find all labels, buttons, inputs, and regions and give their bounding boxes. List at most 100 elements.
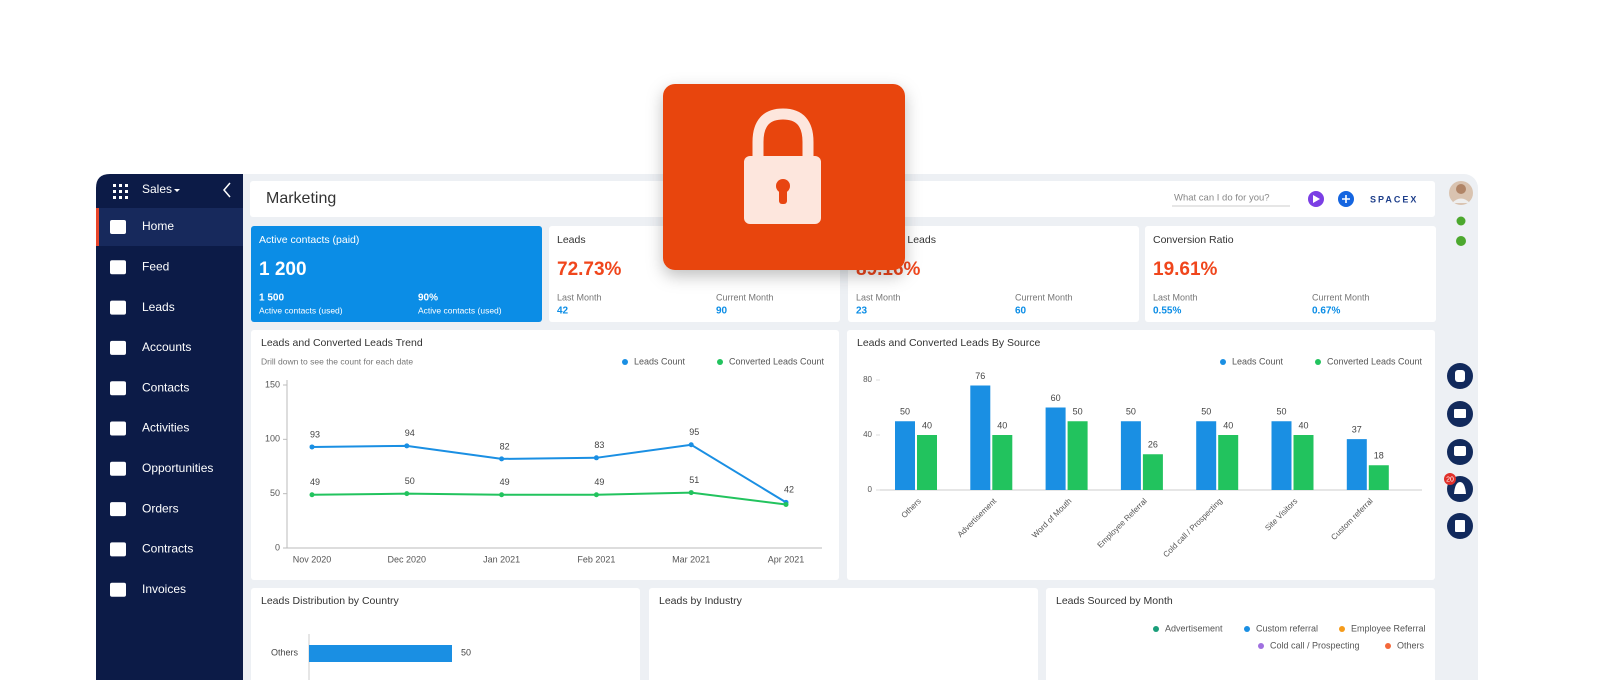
y-tick-label: Others [271,647,299,657]
nav-item[interactable]: Orders [142,501,179,515]
data-label: 26 [1148,440,1158,450]
legend-marker [622,359,628,365]
content: Home Feed Leads Accounts Contacts Activities O… [110,219,1436,680]
nav-item[interactable]: Feed [142,259,169,273]
data-point [688,490,694,496]
bar [1196,421,1217,490]
nav-active-bar [96,208,99,246]
nav-item[interactable]: Opportunities [142,461,213,475]
nav-icon [110,340,126,355]
lock-shackle [752,108,814,158]
bar [1142,454,1163,490]
y-tick-label: 100 [265,434,280,444]
data-label: 76 [975,371,985,381]
side-actions [1447,363,1473,539]
data-label: 49 [594,477,604,487]
kpi-card [1145,226,1436,322]
legend-item[interactable]: Employee Referral [1351,623,1426,633]
data-point [783,502,789,508]
data-label: 94 [405,428,415,438]
y-tick-label: 50 [270,488,280,498]
kpi-stat-value: 90 [716,306,728,317]
data-label: 40 [922,420,932,430]
nav-item[interactable]: Contacts [142,380,189,394]
data-label: 37 [1352,425,1362,435]
nav-item[interactable]: Home [142,219,174,233]
legend-item[interactable]: Converted Leads Count [1327,356,1423,366]
legend-marker [1258,643,1264,649]
kpi-stat-value: 1 500 [259,293,284,304]
legend-item[interactable]: Custom referral [1256,623,1318,633]
legend-item[interactable]: Leads Count [634,356,686,366]
data-label: 42 [784,485,794,495]
data-point [404,491,410,497]
kpi-title: Conversion Ratio [1153,234,1234,246]
bar [1271,421,1292,490]
chart-panel [1046,588,1435,680]
nav-icon [110,421,126,436]
nav-item[interactable]: Activities [142,421,189,435]
data-label: 50 [1073,407,1083,417]
nav-icon [110,502,126,517]
kpi-stat-value: 60 [1015,306,1027,317]
x-tick-label: Dec 2020 [388,554,427,564]
data-label: 51 [689,475,699,485]
series-line [311,491,787,506]
brand-logo: SPACEX [1370,194,1418,204]
keyhole-slot [779,188,787,204]
legend-item[interactable]: Advertisement [1165,623,1223,633]
nav-icon [110,260,126,275]
data-label: 60 [1051,393,1061,403]
search-input[interactable]: What can I do for you? [1174,193,1270,204]
kpi-stat-label: Active contacts (used) [259,305,343,315]
legend-item[interactable]: Converted Leads Count [729,356,825,366]
chart-title: Leads by Industry [659,595,743,607]
lock-overlay [663,84,905,270]
legend-marker [1339,626,1345,632]
notification-badge [1444,473,1456,485]
bar [970,385,991,490]
legend-marker [1244,626,1250,632]
notification-count: 20 [1446,476,1454,483]
nav-item[interactable]: Leads [142,300,175,314]
nav-icon [110,300,126,315]
settings-button[interactable] [1456,216,1466,226]
chart-title: Leads Sourced by Month [1056,595,1173,607]
data-label: 40 [1223,420,1233,430]
nav-item[interactable]: Accounts [142,340,191,354]
play-icon [1313,195,1320,203]
bar [992,435,1013,490]
x-tick-label: Jan 2021 [483,554,520,564]
bar [1293,435,1314,490]
sidebar [96,174,243,680]
legend-marker [1315,359,1321,365]
legend-item[interactable]: Cold call / Prospecting [1270,640,1360,650]
data-point [688,442,694,448]
kpi-title: Active contacts (paid) [259,234,359,246]
chart-subtitle: Drill down to see the count for each dat… [261,356,413,366]
app-caret[interactable] [174,189,180,192]
y-tick-label: 0 [868,485,873,494]
nav-item[interactable]: Invoices [142,582,186,596]
x-tick-label: Nov 2020 [293,554,332,564]
nav-item[interactable]: Contracts [142,542,193,556]
bell-icon [1454,482,1466,494]
data-label: 50 [900,407,910,417]
kpi-stat-value: 23 [856,306,868,317]
data-label: 40 [1298,420,1308,430]
y-tick-label: 80 [863,375,872,384]
data-point [404,443,410,449]
collapse-button[interactable] [223,182,231,198]
email-icon [1454,409,1466,418]
help-button[interactable] [1456,236,1466,246]
app-name[interactable]: Sales [142,182,172,196]
kpi-stat-label: Current Month [1312,292,1370,302]
legend-item[interactable]: Others [1397,640,1425,650]
legend-item[interactable]: Leads Count [1232,356,1284,366]
kpi-card [251,226,542,322]
data-point [499,492,505,498]
bar [1045,407,1066,490]
chart-panel [251,330,839,580]
nav-icon [110,220,126,234]
